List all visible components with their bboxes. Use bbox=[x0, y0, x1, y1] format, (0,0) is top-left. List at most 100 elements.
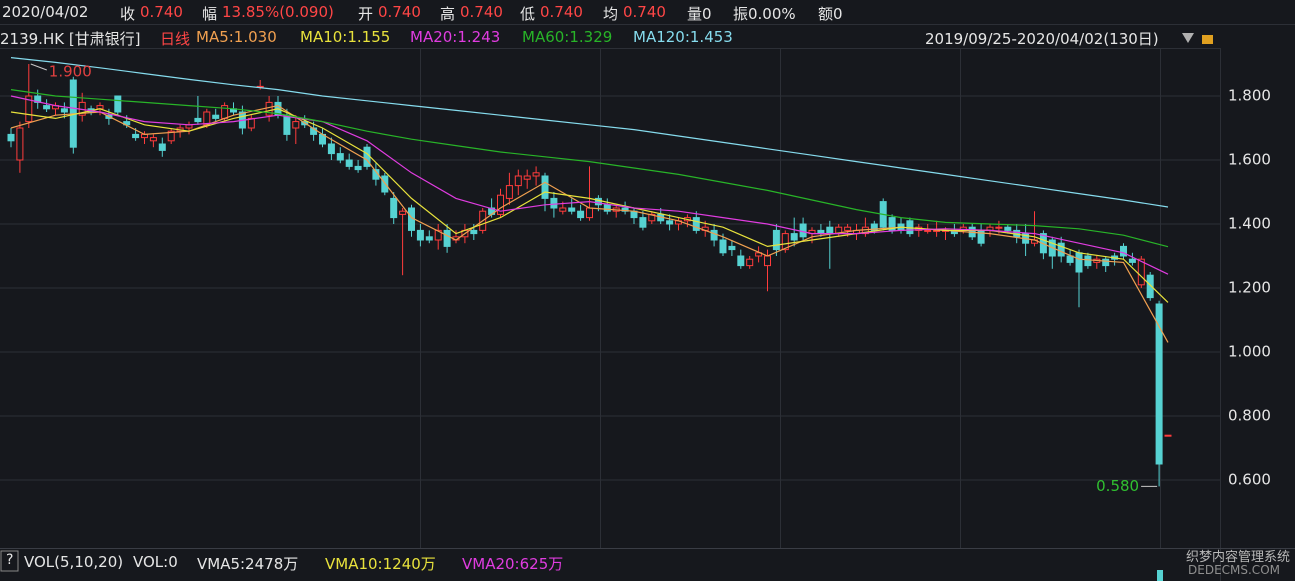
vol: VOL:0 bbox=[133, 553, 178, 571]
candle-body bbox=[924, 229, 932, 232]
vol-name: VOL(5,10,20) bbox=[24, 553, 124, 571]
candle-body bbox=[870, 223, 878, 231]
candle-body bbox=[577, 210, 585, 219]
candle-body bbox=[327, 143, 335, 155]
candle-body bbox=[719, 239, 727, 254]
y-tick-label: 1.800 bbox=[1228, 87, 1271, 105]
candle-body bbox=[746, 258, 754, 267]
candle-body bbox=[7, 133, 15, 142]
legend-entry: MA10:1.155 bbox=[300, 28, 391, 46]
volume: 量0 bbox=[687, 5, 712, 23]
candle-body bbox=[114, 95, 122, 113]
candle-body bbox=[666, 220, 674, 225]
candle-body bbox=[844, 226, 852, 231]
candle-body bbox=[559, 207, 567, 212]
candle-body bbox=[1084, 255, 1092, 267]
label: 幅 bbox=[202, 5, 218, 23]
candle-body bbox=[194, 117, 202, 123]
vma20: VMA20:625万 bbox=[462, 555, 564, 573]
candle-body bbox=[497, 194, 504, 215]
candle-body bbox=[345, 159, 353, 167]
y-tick-label: 0.600 bbox=[1228, 471, 1271, 489]
value: 0.740 bbox=[140, 3, 183, 21]
ma-line bbox=[10, 104, 1169, 343]
candle-body bbox=[550, 197, 558, 209]
help[interactable]: ? bbox=[6, 552, 14, 568]
candle-body bbox=[43, 105, 51, 110]
label: 低 bbox=[520, 5, 536, 23]
candle-body bbox=[1004, 226, 1012, 231]
candle-body bbox=[781, 233, 789, 251]
label: 高 bbox=[440, 5, 456, 23]
candle-body bbox=[25, 95, 33, 123]
candle-body bbox=[336, 153, 344, 161]
plot: 1.800 1.600 1.400 1.200 1.000 0.800 0.600 1.900… bbox=[0, 57, 1271, 495]
date-range[interactable]: 2019/09/25-2020/04/02(130日) bbox=[925, 30, 1159, 48]
candle-body bbox=[16, 127, 24, 161]
ma-line bbox=[10, 95, 1169, 275]
candle-body bbox=[212, 114, 220, 119]
candle-body bbox=[728, 245, 736, 251]
candle-body bbox=[158, 143, 166, 151]
ma-line bbox=[10, 57, 1169, 208]
candle-body bbox=[292, 121, 300, 129]
candle-body bbox=[737, 255, 745, 267]
candle-body bbox=[594, 197, 602, 206]
candle-body bbox=[1066, 255, 1074, 263]
candle-body bbox=[132, 133, 140, 139]
candle-body bbox=[772, 229, 780, 251]
ma-line bbox=[10, 89, 1169, 248]
candle-body bbox=[764, 255, 771, 267]
candle-body bbox=[416, 229, 424, 241]
value: 0.740 bbox=[623, 3, 666, 21]
candle-body bbox=[1155, 303, 1163, 465]
candle-body bbox=[523, 175, 531, 180]
label: 均 bbox=[603, 5, 619, 23]
candle-body bbox=[265, 101, 273, 116]
y-tick-label: 1.200 bbox=[1228, 279, 1271, 297]
candle-body bbox=[586, 207, 593, 219]
max-label: 1.900 bbox=[49, 63, 92, 81]
date: 2020/04/02 bbox=[2, 3, 89, 21]
vma5: VMA5:2478万 bbox=[197, 555, 299, 573]
y-tick-label: 1.000 bbox=[1228, 343, 1271, 361]
period: 日线 bbox=[160, 30, 191, 48]
candle-body bbox=[354, 165, 362, 171]
help-box bbox=[0, 550, 19, 572]
value: 0.740 bbox=[540, 3, 583, 21]
candle-body bbox=[648, 213, 656, 222]
candle-body bbox=[1137, 258, 1145, 286]
candle-body bbox=[514, 175, 522, 187]
y-tick-label: 0.800 bbox=[1228, 407, 1271, 425]
marker-arrow bbox=[30, 63, 47, 71]
volume-bar bbox=[1157, 570, 1163, 581]
value: 13.85%(0.090) bbox=[222, 3, 334, 21]
candle-body bbox=[399, 210, 407, 215]
candle-body bbox=[1120, 245, 1127, 257]
candle-body bbox=[34, 95, 42, 103]
dropdown-icon bbox=[1182, 33, 1194, 43]
candle-body bbox=[995, 226, 1003, 229]
candle-body bbox=[149, 137, 157, 142]
stock-code: 2139.HK [甘肃银行] bbox=[0, 30, 141, 48]
candle-body bbox=[390, 197, 398, 219]
candle-body bbox=[1075, 252, 1083, 273]
candle-body bbox=[1164, 434, 1172, 437]
lock-icon bbox=[1202, 35, 1213, 44]
candle-body bbox=[826, 226, 834, 235]
candle-body bbox=[167, 130, 175, 142]
candle-body bbox=[470, 229, 478, 235]
candle-body bbox=[425, 236, 433, 241]
candle-body bbox=[710, 229, 718, 241]
candle-body bbox=[283, 114, 291, 135]
value: 0.740 bbox=[460, 3, 503, 21]
candle-body bbox=[603, 204, 611, 212]
candle-body bbox=[443, 229, 451, 247]
watermark: 织梦内容管理系统 bbox=[1186, 550, 1291, 565]
amplitude: 振0.00% bbox=[733, 5, 796, 23]
candle-body bbox=[247, 117, 255, 129]
candle-body bbox=[372, 169, 380, 180]
vma10: VMA10:1240万 bbox=[325, 555, 436, 573]
